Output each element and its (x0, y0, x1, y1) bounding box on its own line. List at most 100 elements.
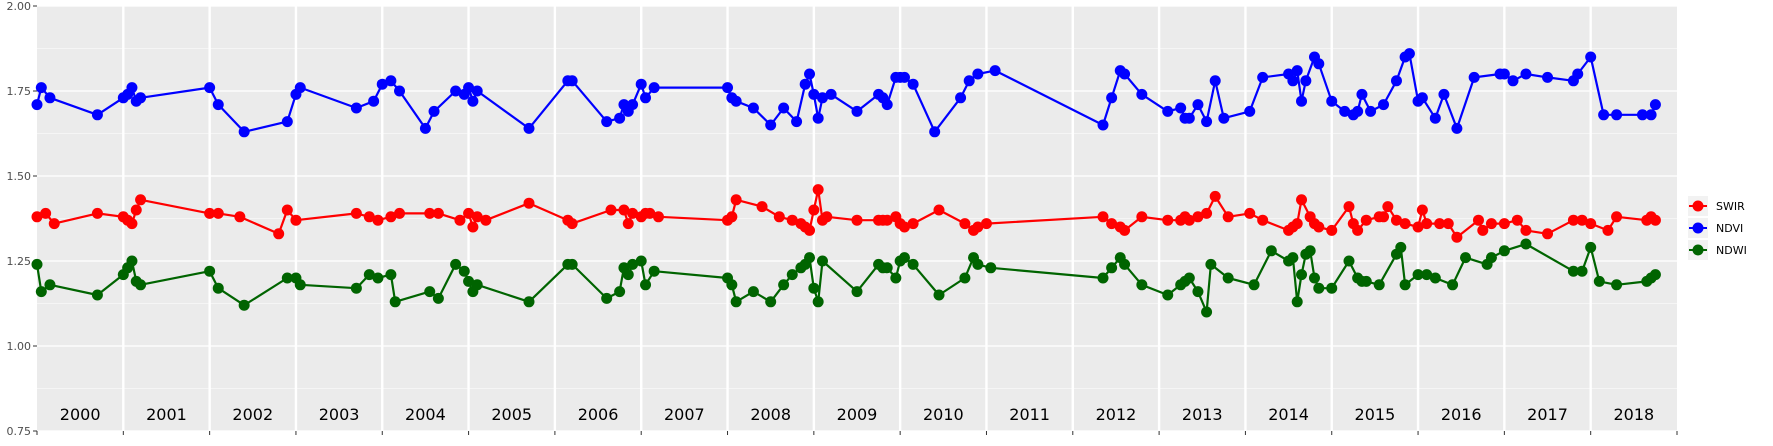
data-point (898, 252, 910, 264)
data-point (1416, 204, 1428, 216)
data-point (730, 194, 742, 206)
legend-key-point (1692, 222, 1704, 234)
year-label: 2018 (1613, 405, 1654, 424)
data-point (1106, 92, 1118, 104)
data-point (1291, 296, 1303, 308)
year-label: 2008 (750, 405, 791, 424)
data-point (765, 119, 777, 131)
data-point (463, 275, 475, 287)
data-point (1326, 95, 1338, 107)
data-point (851, 214, 863, 226)
data-point (471, 279, 483, 291)
data-point (290, 214, 302, 226)
data-point (126, 82, 138, 94)
y-tick-label: 1.00 (7, 340, 32, 353)
data-point (627, 99, 639, 111)
data-point (635, 255, 647, 267)
data-point (31, 258, 43, 270)
data-point (933, 204, 945, 216)
data-point (372, 214, 384, 226)
data-point (1296, 95, 1308, 107)
legend-item-swir: SWIR (1688, 196, 1745, 216)
data-point (1313, 221, 1325, 233)
data-point (881, 262, 893, 274)
data-point (963, 75, 975, 87)
data-point (1520, 224, 1532, 236)
data-point (1636, 109, 1648, 121)
legend-item-ndwi: NDWI (1688, 240, 1747, 260)
data-point (212, 99, 224, 111)
data-point (135, 92, 147, 104)
data-point (368, 95, 380, 107)
data-point (428, 105, 440, 117)
data-point (622, 218, 634, 230)
data-point (1244, 105, 1256, 117)
year-label: 2016 (1441, 405, 1482, 424)
data-point (126, 218, 138, 230)
legend-label: NDWI (1716, 244, 1747, 257)
year-label: 2005 (491, 405, 532, 424)
data-point (808, 204, 820, 216)
data-point (1356, 88, 1368, 100)
data-point (1611, 109, 1623, 121)
data-point (1343, 255, 1355, 267)
data-point (1485, 218, 1497, 230)
data-point (816, 92, 828, 104)
legend-key-point (1692, 244, 1704, 256)
data-point (1360, 275, 1372, 287)
data-point (376, 78, 388, 90)
data-point (135, 279, 147, 291)
year-label: 2006 (578, 405, 619, 424)
data-point (1265, 245, 1277, 257)
data-point (851, 286, 863, 298)
data-point (747, 102, 759, 114)
data-point (91, 109, 103, 121)
data-point (204, 265, 216, 277)
data-point (972, 221, 984, 233)
data-point (812, 296, 824, 308)
year-label: 2002 (232, 405, 273, 424)
data-point (1572, 68, 1584, 80)
data-point (1352, 105, 1364, 117)
data-point (1257, 214, 1269, 226)
data-point (1300, 75, 1312, 87)
data-point (1395, 241, 1407, 253)
data-point (238, 126, 250, 138)
data-point (756, 201, 768, 213)
data-point (812, 184, 824, 196)
data-point (204, 207, 216, 219)
axis-layer: 0.75 1.00 1.25 1.50 1.75 2.00 (7, 0, 1678, 438)
y-tick-label: 0.75 (7, 425, 32, 438)
data-point (294, 82, 306, 94)
data-point (1244, 207, 1256, 219)
data-point (1477, 224, 1489, 236)
data-point (747, 286, 759, 298)
data-point (907, 258, 919, 270)
data-point (1390, 214, 1402, 226)
data-point (640, 279, 652, 291)
data-point (1542, 228, 1554, 240)
data-point (566, 258, 578, 270)
data-point (1119, 68, 1131, 80)
data-point (1192, 99, 1204, 111)
data-point (1585, 241, 1597, 253)
y-tick-label: 2.00 (7, 0, 32, 13)
data-point (385, 269, 397, 281)
data-point (1390, 75, 1402, 87)
data-point (394, 85, 406, 97)
series-ndvi (31, 48, 1661, 138)
data-point (1649, 269, 1661, 281)
data-point (1412, 269, 1424, 281)
data-point (1611, 211, 1623, 223)
data-point (1442, 218, 1454, 230)
data-point (1576, 214, 1588, 226)
data-point (1119, 224, 1131, 236)
data-point (1429, 272, 1441, 284)
data-point (627, 258, 639, 270)
data-point (1416, 92, 1428, 104)
data-point (44, 92, 56, 104)
data-point (1097, 211, 1109, 223)
data-point (1175, 102, 1187, 114)
data-point (652, 211, 664, 223)
